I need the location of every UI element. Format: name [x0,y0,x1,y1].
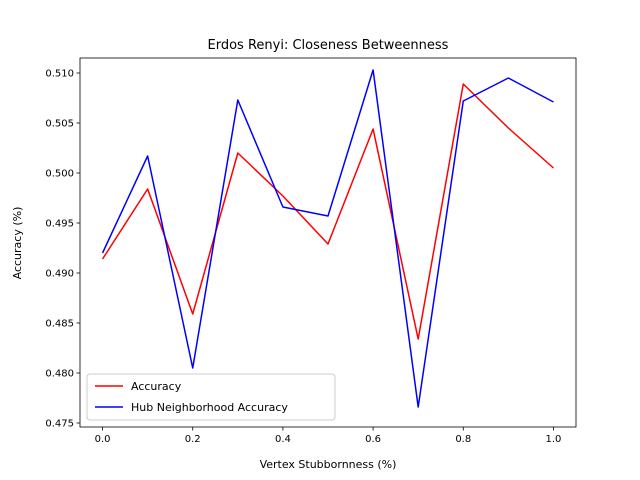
y-tick-label: 0.510 [45,69,74,80]
plot-area: 0.0 0.2 0.4 0.6 0.8 1.0 0.475 0.480 0.485 0.490 0.… [45,57,577,445]
legend-entry-label: Hub Neighborhood Accuracy [131,401,288,414]
series-line-hub-neighborhood-accuracy [101,69,554,408]
x-tick-label: 0.0 [95,434,111,445]
y-tick-label: 0.495 [45,219,74,230]
x-tick-label: 0.4 [275,434,291,445]
legend: Accuracy Hub Neighborhood Accuracy [86,373,336,421]
legend-box [86,373,336,421]
y-tick-label: 0.490 [45,269,74,280]
x-tick-label: 0.8 [455,434,471,445]
y-tick-label: 0.500 [45,169,74,180]
x-tick-label: 0.2 [185,434,201,445]
x-axis-label: Vertex Stubbornness (%) [260,458,397,471]
y-tick-label: 0.480 [45,369,74,380]
series-line-accuracy [101,83,554,340]
x-tick-label: 1.0 [546,434,562,445]
legend-entry-label: Accuracy [131,380,182,393]
y-tick-label: 0.505 [45,119,74,130]
axes-frame [79,57,577,428]
chart-title: Erdos Renyi: Closeness Betweenness [208,38,449,53]
y-tick-label: 0.475 [45,419,74,430]
y-tick-label: 0.485 [45,319,74,330]
y-axis-label: Accuracy (%) [11,207,24,280]
x-tick-label: 0.6 [365,434,381,445]
